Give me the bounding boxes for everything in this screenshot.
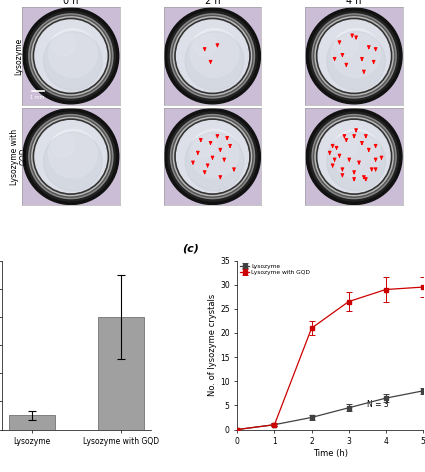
X-axis label: Time (h): Time (h) bbox=[313, 449, 348, 458]
Circle shape bbox=[35, 20, 107, 92]
Text: 1 mm: 1 mm bbox=[31, 95, 45, 100]
Circle shape bbox=[334, 133, 358, 157]
Circle shape bbox=[164, 109, 261, 204]
Circle shape bbox=[314, 16, 395, 96]
Circle shape bbox=[185, 132, 244, 191]
Circle shape bbox=[170, 14, 255, 98]
Circle shape bbox=[29, 115, 113, 199]
Circle shape bbox=[306, 109, 402, 204]
Legend: Lysozyme, Lysozyme with GQD: Lysozyme, Lysozyme with GQD bbox=[239, 262, 312, 276]
Bar bbox=[98, 317, 144, 430]
Circle shape bbox=[176, 20, 249, 92]
Y-axis label: No. of lysozyme crystals: No. of lysozyme crystals bbox=[208, 294, 217, 396]
Circle shape bbox=[29, 14, 113, 98]
Circle shape bbox=[190, 129, 239, 178]
Circle shape bbox=[43, 32, 102, 90]
Circle shape bbox=[168, 11, 257, 101]
Circle shape bbox=[51, 33, 75, 56]
Circle shape bbox=[306, 8, 402, 104]
Circle shape bbox=[310, 112, 399, 201]
Y-axis label: Lysozyme with
GQD: Lysozyme with GQD bbox=[9, 128, 29, 185]
Circle shape bbox=[193, 133, 216, 157]
Circle shape bbox=[33, 119, 108, 194]
Circle shape bbox=[26, 11, 115, 101]
Circle shape bbox=[172, 116, 253, 197]
Text: (c): (c) bbox=[182, 244, 198, 253]
Circle shape bbox=[164, 8, 261, 104]
Title: 0 h: 0 h bbox=[63, 0, 79, 6]
Circle shape bbox=[23, 8, 119, 104]
Circle shape bbox=[190, 29, 239, 77]
Circle shape bbox=[175, 18, 250, 93]
Circle shape bbox=[175, 119, 250, 194]
Circle shape bbox=[185, 32, 244, 90]
Circle shape bbox=[327, 32, 385, 90]
Circle shape bbox=[51, 133, 75, 157]
Circle shape bbox=[193, 33, 216, 56]
Title: 4 h: 4 h bbox=[346, 0, 362, 6]
Y-axis label: Lysozyme: Lysozyme bbox=[15, 37, 24, 75]
Circle shape bbox=[23, 109, 119, 204]
Circle shape bbox=[317, 18, 392, 93]
Circle shape bbox=[33, 18, 108, 93]
Circle shape bbox=[30, 16, 111, 96]
Circle shape bbox=[168, 112, 257, 201]
Circle shape bbox=[43, 132, 102, 191]
Circle shape bbox=[312, 115, 396, 199]
Circle shape bbox=[318, 121, 390, 193]
Title: 2 h: 2 h bbox=[205, 0, 220, 6]
Text: N = 3: N = 3 bbox=[367, 400, 389, 409]
Circle shape bbox=[315, 17, 393, 95]
Circle shape bbox=[32, 118, 110, 196]
Circle shape bbox=[48, 29, 97, 77]
Circle shape bbox=[314, 116, 395, 197]
Circle shape bbox=[332, 129, 380, 178]
Circle shape bbox=[315, 118, 393, 196]
Circle shape bbox=[32, 17, 110, 95]
Circle shape bbox=[310, 11, 399, 101]
Circle shape bbox=[334, 33, 358, 56]
Circle shape bbox=[318, 20, 390, 92]
Circle shape bbox=[172, 16, 253, 96]
Circle shape bbox=[170, 115, 255, 199]
Circle shape bbox=[173, 118, 252, 196]
Circle shape bbox=[332, 29, 380, 77]
Circle shape bbox=[26, 112, 115, 201]
Circle shape bbox=[317, 119, 392, 194]
Circle shape bbox=[173, 17, 252, 95]
Circle shape bbox=[35, 121, 107, 193]
Circle shape bbox=[48, 129, 97, 178]
Circle shape bbox=[312, 14, 396, 98]
Bar bbox=[9, 415, 55, 430]
Circle shape bbox=[327, 132, 385, 191]
Circle shape bbox=[176, 121, 249, 193]
Circle shape bbox=[30, 116, 111, 197]
